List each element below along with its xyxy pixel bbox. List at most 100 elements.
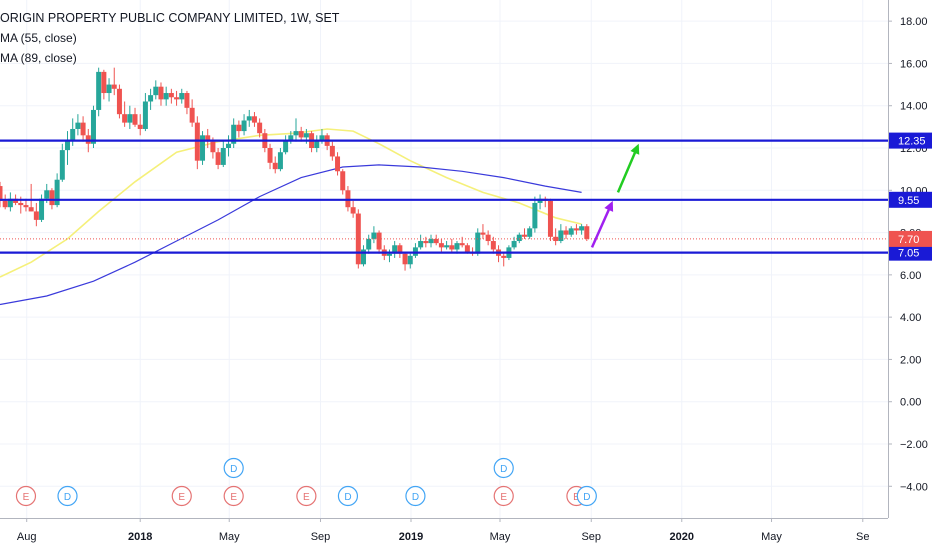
candle-body [277, 152, 283, 170]
candle-body [251, 116, 257, 123]
price-tick-label: 16.00 [900, 58, 928, 70]
candle [184, 90, 190, 115]
candle [241, 114, 247, 136]
candle-body [0, 186, 3, 201]
candle-body [33, 211, 39, 220]
candle-body [490, 241, 496, 250]
candle [283, 135, 289, 155]
candle-body [122, 114, 128, 123]
time-tick-label: May [761, 531, 782, 543]
candle [251, 112, 257, 127]
earnings-marker: E [171, 485, 192, 507]
dividend-marker: D [57, 485, 78, 507]
candle [236, 120, 242, 138]
candle-body [293, 131, 299, 136]
candle [168, 88, 174, 104]
level-price-tag-text: 9.55 [898, 195, 919, 207]
time-tick-label: 2018 [128, 531, 152, 543]
candle-body [65, 139, 71, 151]
candle-body [475, 232, 481, 254]
candle-body [335, 156, 341, 172]
candle-body [200, 135, 206, 161]
candle [418, 234, 424, 250]
candle [205, 128, 211, 148]
candle-body [28, 207, 34, 212]
candle-body [418, 241, 424, 248]
chart-legend: ORIGIN PROPERTY PUBLIC COMPANY LIMITED, … [0, 8, 339, 68]
candle [392, 241, 398, 258]
time-tick-label: May [219, 531, 240, 543]
candle [490, 236, 496, 254]
price-tick-label: 14.00 [900, 101, 928, 113]
candle [532, 196, 538, 233]
candle-body [18, 202, 24, 206]
candle-body [501, 255, 507, 258]
candle-body [527, 228, 533, 237]
candle-body [59, 150, 65, 180]
candle-body [521, 234, 527, 237]
candle [116, 84, 122, 119]
candle-body [558, 230, 564, 242]
candle [475, 228, 481, 256]
candle [246, 109, 252, 127]
candle [65, 131, 71, 165]
level-price-tag: 12.35 [889, 132, 932, 149]
candle [189, 99, 195, 127]
candle [267, 143, 273, 170]
candle [28, 183, 34, 212]
dividend-marker: D [576, 485, 597, 507]
candle [584, 224, 590, 242]
candle-body [392, 245, 398, 254]
level-price-tag-bg [889, 132, 932, 149]
candle-body [75, 122, 81, 129]
candle-body [454, 243, 460, 250]
candle-body [314, 139, 320, 148]
candle-body [449, 245, 455, 250]
candle [558, 224, 564, 244]
candle [438, 238, 444, 252]
time-axis-background [0, 518, 932, 550]
candle [75, 114, 81, 136]
candle-body [376, 232, 382, 250]
time-tick-label: May [490, 531, 511, 543]
candle [402, 251, 408, 271]
candle [257, 118, 263, 138]
green-arrow [616, 143, 640, 193]
candle [158, 82, 164, 106]
plot-background [0, 0, 888, 518]
candle [428, 234, 434, 248]
event-circle [223, 485, 244, 507]
candle [106, 78, 112, 102]
candle-body [480, 232, 486, 235]
event-label: D [500, 464, 507, 475]
earnings-marker: E [296, 485, 317, 507]
candle-body [210, 141, 216, 153]
candle-body [371, 232, 377, 239]
candle-body [96, 71, 102, 110]
candle-body [80, 122, 86, 136]
purple-arrow-head [604, 200, 614, 212]
candle-body [153, 86, 159, 96]
ma55-label: MA (55, close) [0, 31, 77, 45]
candle-body [220, 148, 226, 165]
candle-body [573, 228, 579, 231]
candle [568, 226, 574, 237]
event-label: D [230, 464, 237, 475]
candle [142, 93, 148, 132]
candle-body [532, 202, 538, 229]
dividend-marker: D [405, 485, 426, 507]
candle [521, 228, 527, 239]
current-price-tag-bg [889, 230, 932, 247]
candle [225, 135, 231, 157]
candle-body [7, 198, 13, 208]
candle-body [340, 171, 346, 191]
candle-body [267, 148, 273, 163]
candle-body [225, 143, 231, 148]
level-price-tag: 9.55 [889, 191, 932, 208]
candle-body [485, 234, 491, 242]
candle-body [423, 241, 429, 244]
candle-body [111, 84, 117, 89]
candle [293, 118, 299, 142]
